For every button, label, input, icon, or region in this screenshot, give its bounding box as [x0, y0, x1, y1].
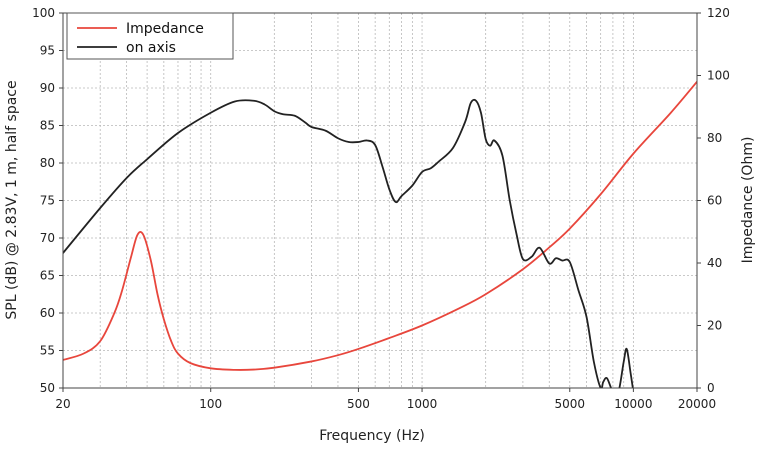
y-left-tick-label: 50 — [40, 381, 55, 395]
y-right-tick-label: 20 — [707, 319, 722, 333]
x-axis-title: Frequency (Hz) — [319, 428, 425, 444]
plot-series — [63, 80, 697, 388]
y-left-tick-label: 100 — [32, 6, 55, 20]
y-right-tick-label: 120 — [707, 6, 730, 20]
y-left-axis-title: SPL (dB) @ 2.83V, 1 m, half space — [4, 80, 20, 319]
x-tick-label: 1000 — [407, 397, 438, 411]
y-left-tick-label: 65 — [40, 269, 55, 283]
y-left-tick-label: 60 — [40, 306, 55, 320]
x-tick-label: 100 — [199, 397, 222, 411]
plot-frame — [62, 12, 698, 389]
x-tick-label: 20 — [55, 397, 70, 411]
legend: Impedance on axis — [66, 12, 234, 60]
on-axis-series-line — [63, 98, 634, 388]
x-tick-label: 5000 — [554, 397, 585, 411]
x-axis-ticks: 20 100 500 1000 5000 10000 20000 — [55, 388, 716, 411]
x-tick-label: 10000 — [614, 397, 652, 411]
y-right-axis-title: Impedance (Ohm) — [740, 137, 756, 264]
y-right-tick-label: 100 — [707, 69, 730, 83]
y-right-tick-label: 40 — [707, 256, 722, 270]
y-left-tick-label: 70 — [40, 231, 55, 245]
x-tick-label: 20000 — [678, 397, 716, 411]
y-left-tick-label: 80 — [40, 156, 55, 170]
impedance-series-line — [63, 80, 697, 371]
legend-label-impedance: Impedance — [126, 21, 204, 37]
legend-box — [66, 12, 234, 60]
y-right-tick-label: 80 — [707, 131, 722, 145]
legend-label-on-axis: on axis — [126, 40, 176, 56]
x-tick-label: 500 — [347, 397, 370, 411]
y-left-tick-label: 90 — [40, 81, 55, 95]
y-left-tick-label: 85 — [40, 119, 55, 133]
y-left-tick-label: 55 — [40, 344, 55, 358]
y-right-axis-ticks: 0 20 40 60 80 100 120 — [697, 6, 730, 395]
y-right-tick-label: 0 — [707, 381, 715, 395]
y-left-tick-label: 95 — [40, 44, 55, 58]
y-left-tick-label: 75 — [40, 194, 55, 208]
y-left-axis-ticks: 50 55 60 65 70 75 80 85 90 95 100 — [32, 6, 63, 395]
y-right-tick-label: 60 — [707, 194, 722, 208]
